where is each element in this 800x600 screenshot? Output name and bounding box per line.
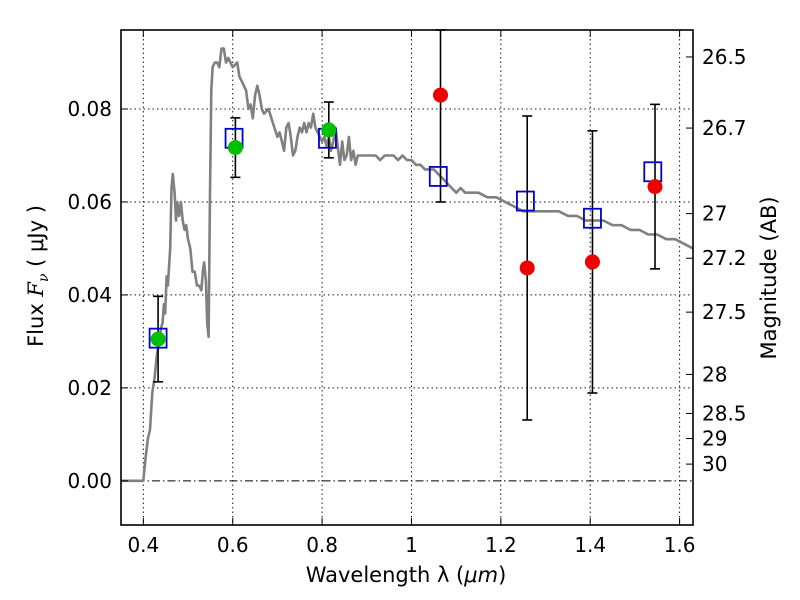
model-spectrum-line [121, 47, 694, 483]
x-tick-label: 0.4 [127, 533, 159, 557]
model-photometry-square [516, 190, 535, 212]
y-tick-label: 0.08 [67, 97, 112, 121]
magnitude-tick-label: 27 [702, 202, 727, 226]
magnitude-tick-label: 26.7 [702, 116, 747, 140]
x-tick-label: 1.2 [485, 533, 517, 557]
magnitude-tick-label: 29 [702, 427, 727, 451]
observed-flux-point [321, 122, 337, 138]
observed-flux-point [519, 260, 535, 276]
sed-model-curve [121, 47, 694, 483]
model-photometry-square [643, 161, 663, 183]
magnitude-tick-label: 27.5 [702, 300, 747, 324]
observed-flux-point [227, 140, 243, 156]
magnitude-tick-label: 27.2 [702, 246, 747, 270]
grid [121, 30, 693, 525]
y-tick-label: 0.06 [67, 190, 112, 214]
observed-flux-point [647, 179, 663, 195]
x-tick-label: 0.6 [217, 533, 249, 557]
observed-flux-point [584, 254, 600, 270]
model-photometry-square [428, 166, 448, 187]
model-photometry-square [148, 327, 168, 349]
plot-frame [120, 29, 694, 526]
x-tick-label: 1.6 [664, 533, 696, 557]
y-axis-label: Flux Fν ( μJy ) [24, 205, 52, 347]
x-tick-label: 0.8 [306, 533, 338, 557]
magnitude-tick-label: 30 [702, 452, 727, 476]
x-tick-label: 1 [405, 533, 418, 557]
axis-ticks: 0.4 0.6 0.8 1 1.2 1.4 1.6 0.00 0.02 0.04 0.06 0.08 2… [67, 30, 747, 557]
magnitude-tick-label: 28.5 [702, 401, 747, 425]
magnitude-tick-label: 28 [702, 362, 727, 386]
y-tick-label: 0.04 [67, 283, 112, 307]
x-tick-label: 1.4 [574, 533, 606, 557]
data-markers [148, 87, 663, 349]
x-axis-label: Wavelength λ (μm) [306, 563, 507, 587]
magnitude-axis-label: Magnitude (AB) [757, 196, 781, 359]
magnitude-tick-label: 26.5 [702, 45, 747, 69]
model-photometry-square [583, 207, 602, 229]
observed-flux-point [150, 331, 166, 347]
observed-flux-point [433, 87, 449, 103]
y-tick-label: 0.00 [67, 469, 112, 493]
y-tick-label: 0.02 [67, 376, 112, 400]
